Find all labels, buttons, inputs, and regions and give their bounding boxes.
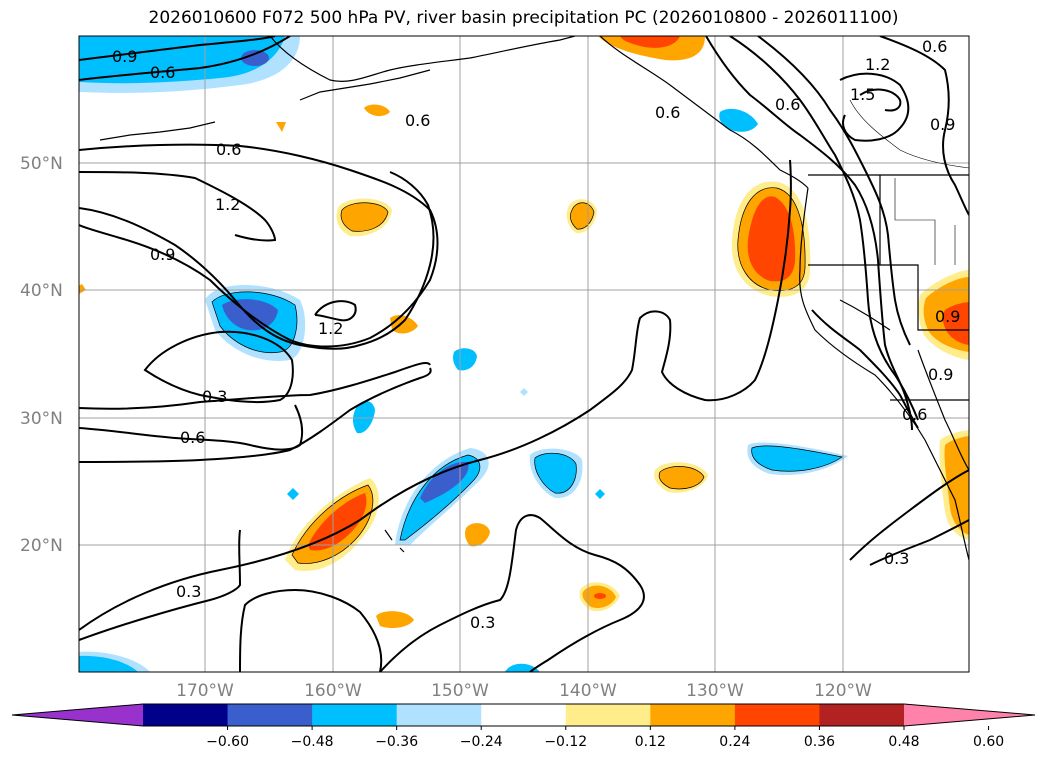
latitude-labels: 20°N 30°N 40°N 50°N [20, 154, 63, 556]
colorbar-tick-label: 0.48 [888, 734, 919, 750]
colorbar-segment [227, 704, 313, 726]
precip-outlines [211, 187, 843, 564]
coastlines [99, 36, 969, 561]
colorbar-extend-high [904, 704, 1035, 726]
map-title: 2026010600 F072 500 hPa PV, river basin … [148, 8, 899, 28]
map-frame-background [79, 36, 969, 672]
lat-label-30n: 30°N [20, 409, 63, 429]
map-border [78, 35, 970, 673]
gridlines [79, 36, 969, 672]
contour-label: 0.9 [935, 307, 960, 326]
lon-label-120w: 120°W [814, 681, 872, 701]
contour-label: 0.9 [150, 245, 175, 264]
lon-label-160w: 160°W [304, 681, 362, 701]
contour-label: 0.3 [470, 613, 495, 632]
lat-label-50n: 50°N [20, 154, 63, 174]
colorbar-outline [11, 703, 1036, 727]
colorbar-tick-label: −0.12 [544, 734, 587, 750]
colorbar-tick-label: −0.24 [460, 734, 503, 750]
lon-label-170w: 170°W [176, 681, 234, 701]
state-borders [849, 99, 969, 265]
colorbar-tick-label: 0.24 [719, 734, 750, 750]
lon-label-130w: 130°W [686, 681, 744, 701]
colorbar [11, 703, 1036, 730]
colorbar-segment [481, 704, 567, 726]
contour-label: 0.6 [775, 95, 800, 114]
contour-label: 0.9 [928, 365, 953, 384]
colorbar-tick-label: 0.60 [973, 734, 1004, 750]
longitude-labels: 170°W 160°W 150°W 140°W 130°W 120°W [176, 681, 872, 701]
colorbar-segment [312, 704, 398, 726]
colorbar-extend-low [12, 704, 143, 726]
lon-label-140w: 140°W [559, 681, 617, 701]
colorbar-segment [143, 704, 229, 726]
colorbar-segment [734, 704, 820, 726]
colorbar-segment [565, 704, 651, 726]
contour-label: 1.2 [215, 195, 240, 214]
contour-label: 1.5 [850, 85, 875, 104]
pv-contours [79, 36, 969, 672]
contour-label: 0.6 [902, 405, 927, 424]
lat-label-40n: 40°N [20, 281, 63, 301]
lon-label-150w: 150°W [431, 681, 489, 701]
contour-label: 1.2 [865, 55, 890, 74]
contour-label: 0.9 [112, 47, 137, 66]
contour-label: 0.6 [180, 428, 205, 447]
contour-label: 0.6 [216, 140, 241, 159]
borders [808, 174, 969, 401]
colorbar-tick-label: 0.36 [804, 734, 835, 750]
colorbar-labels: −0.60 −0.48 −0.36 −0.24 −0.12 0.12 0.24 0.36 0.4… [206, 734, 1004, 750]
colorbar-segment [819, 704, 905, 726]
lat-label-20n: 20°N [20, 536, 63, 556]
contour-label: 0.6 [655, 103, 680, 122]
colorbar-tick-label: −0.36 [375, 734, 418, 750]
contour-label: 0.6 [150, 63, 175, 82]
contour-label: 0.6 [922, 37, 947, 56]
contour-label: 0.9 [930, 115, 955, 134]
contour-labels: 0.9 0.6 0.6 0.6 1.2 0.9 1.2 0.3 0.6 0.3 … [112, 37, 960, 632]
contour-label: 0.3 [884, 549, 909, 568]
colorbar-segment [650, 704, 736, 726]
precip-negative-shading [79, 36, 848, 672]
contour-label: 0.3 [176, 582, 201, 601]
colorbar-segment [396, 704, 482, 726]
contour-label: 0.3 [202, 387, 227, 406]
colorbar-tick-label: −0.48 [291, 734, 334, 750]
contour-label: 0.6 [405, 111, 430, 130]
colorbar-tick-label: −0.60 [206, 734, 249, 750]
colorbar-tick-label: 0.12 [635, 734, 666, 750]
contour-label: 1.2 [318, 319, 343, 338]
